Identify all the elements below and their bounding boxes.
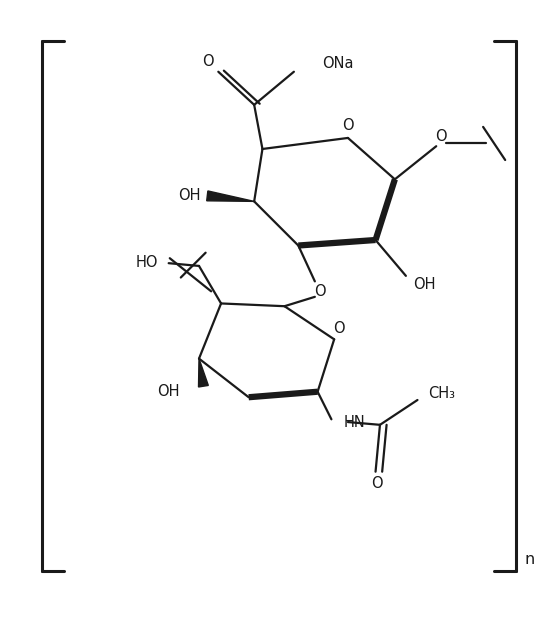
Text: OH: OH	[413, 276, 435, 292]
Text: n: n	[525, 552, 535, 568]
Text: O: O	[315, 284, 326, 299]
Text: O: O	[371, 476, 382, 492]
Text: OH: OH	[178, 188, 200, 204]
Text: OH: OH	[157, 384, 180, 399]
Text: O: O	[203, 54, 214, 69]
Text: O: O	[435, 129, 446, 144]
Text: HN: HN	[344, 415, 365, 429]
Text: O: O	[342, 118, 354, 133]
Text: ONa: ONa	[323, 56, 354, 71]
Text: O: O	[333, 321, 344, 336]
Polygon shape	[199, 358, 208, 387]
Text: HO: HO	[136, 255, 158, 269]
Polygon shape	[206, 191, 254, 202]
Text: CH₃: CH₃	[428, 386, 455, 401]
